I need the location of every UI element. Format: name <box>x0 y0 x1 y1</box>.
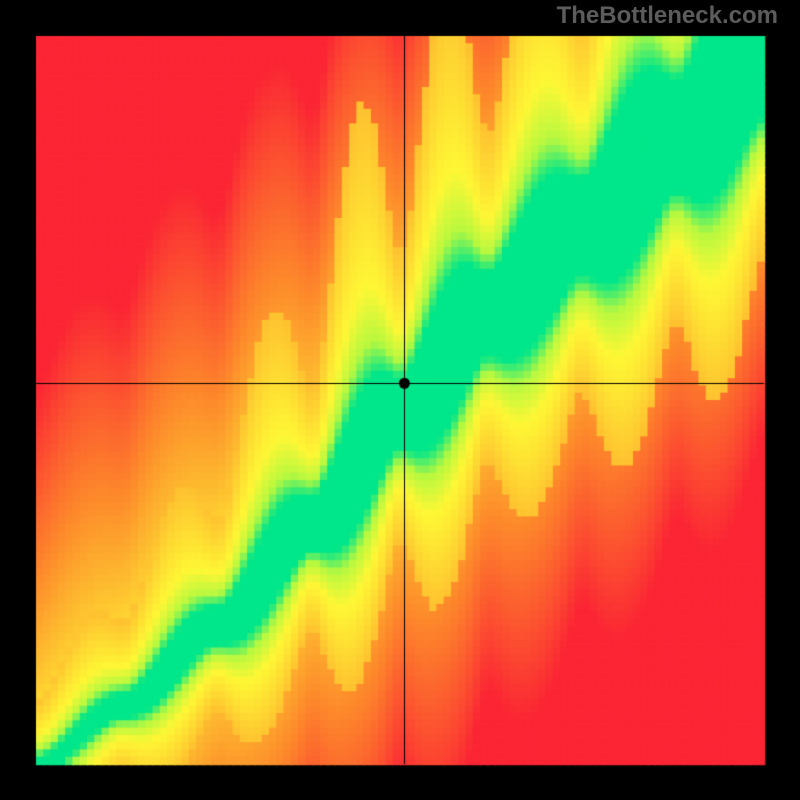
bottleneck-heatmap <box>0 0 800 800</box>
watermark-text: TheBottleneck.com <box>557 2 778 30</box>
chart-container: TheBottleneck.com <box>0 0 800 800</box>
